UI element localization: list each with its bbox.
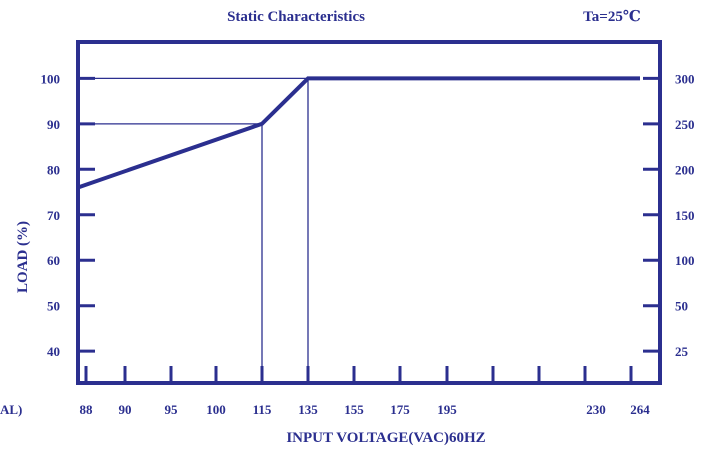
left-tick-label: 100 — [41, 71, 61, 86]
series-layer — [77, 76, 640, 190]
bottom-tick-label: 264 — [630, 402, 650, 417]
left-tick-label: 80 — [47, 162, 60, 177]
left-tick-label: 90 — [47, 117, 60, 132]
chart-title: Static Characteristics — [227, 9, 365, 25]
load-curve — [77, 76, 640, 190]
bottom-tick-label: 90 — [119, 402, 132, 417]
x-axis-label: INPUT VOLTAGE(VAC)60HZ — [286, 430, 485, 446]
right-tick-label: 25 — [675, 344, 689, 359]
bottom-tick-label: 115 — [253, 402, 272, 417]
plot-frame — [76, 40, 662, 385]
right-tick-label: 150 — [675, 208, 695, 223]
left-tick-label: 70 — [47, 208, 60, 223]
left-axis-ticks — [78, 76, 95, 353]
bottom-tick-label: 100 — [206, 402, 226, 417]
left-tick-label: 50 — [47, 299, 60, 314]
reference-lines — [78, 77, 309, 383]
bottom-tick-label: 175 — [390, 402, 410, 417]
x-edge-label: AL) — [0, 402, 22, 417]
bottom-tick-label: 155 — [344, 402, 364, 417]
right-tick-label: 50 — [675, 299, 688, 314]
bottom-axis-ticks — [84, 366, 633, 383]
left-axis-labels: 40 50 60 70 80 90 100 — [41, 71, 61, 359]
y-axis-label: LOAD (%) — [15, 221, 31, 293]
condition-label: Ta=25℃ — [583, 9, 641, 25]
right-axis-labels: 25 50 100 150 200 250 300 — [675, 71, 695, 359]
right-tick-label: 300 — [675, 71, 695, 86]
left-tick-label: 60 — [47, 253, 60, 268]
right-axis-ticks — [643, 76, 660, 353]
bottom-tick-label: 195 — [437, 402, 457, 417]
right-tick-label: 200 — [675, 162, 695, 177]
bottom-tick-label: 230 — [586, 402, 606, 417]
bottom-axis-labels: 88 90 95 100 115 135 155 175 195 230 264 — [80, 402, 651, 417]
bottom-tick-label: 88 — [80, 402, 94, 417]
bottom-tick-label: 95 — [165, 402, 179, 417]
right-tick-label: 250 — [675, 117, 695, 132]
left-tick-label: 40 — [47, 344, 60, 359]
right-tick-label: 100 — [675, 253, 695, 268]
bottom-tick-label: 135 — [298, 402, 318, 417]
